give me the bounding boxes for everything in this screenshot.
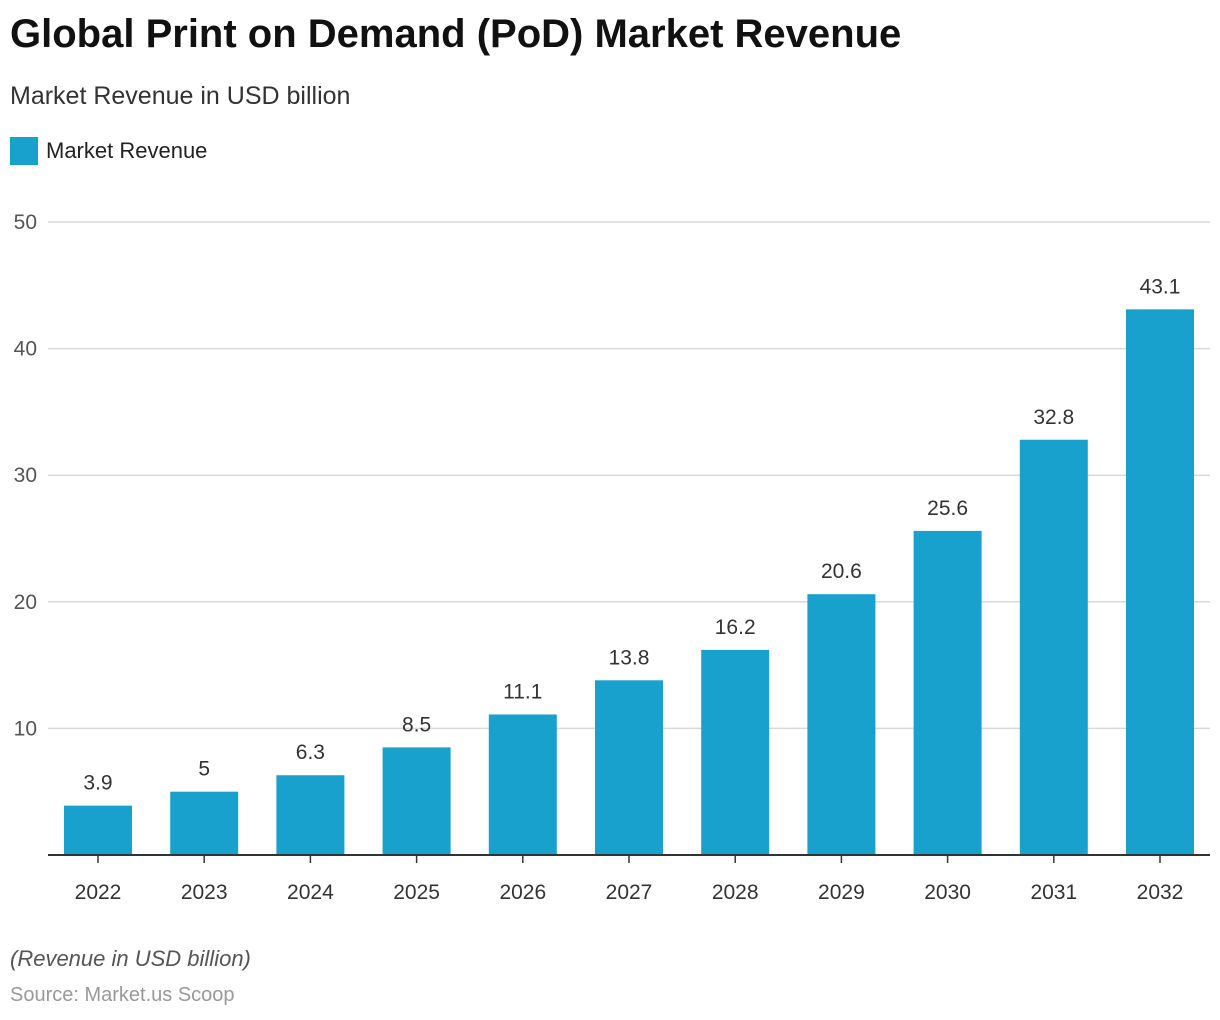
- legend-label: Market Revenue: [46, 138, 208, 163]
- legend: Market Revenue: [10, 137, 207, 165]
- bar: [1019, 439, 1088, 855]
- chart-subtitle: Market Revenue in USD billion: [10, 82, 351, 110]
- y-tick-label: 50: [14, 211, 37, 234]
- x-tick-label: 2023: [181, 881, 228, 904]
- data-label: 32.8: [1033, 406, 1074, 429]
- bar: [488, 714, 557, 855]
- x-tick-label: 2030: [924, 881, 971, 904]
- bar: [170, 791, 239, 855]
- footnote: (Revenue in USD billion): [10, 946, 251, 971]
- source: Source: Market.us Scoop: [10, 984, 235, 1006]
- chart-title: Global Print on Demand (PoD) Market Reve…: [10, 12, 902, 56]
- legend-swatch: [10, 137, 38, 165]
- data-label: 16.2: [715, 616, 756, 639]
- bar: [807, 594, 876, 855]
- y-tick-label: 20: [14, 591, 37, 614]
- bar: [595, 680, 663, 855]
- data-label: 3.9: [83, 772, 112, 795]
- x-tick-label: 2025: [393, 881, 440, 904]
- x-tick-label: 2027: [606, 881, 653, 904]
- data-label: 25.6: [927, 497, 968, 520]
- data-label: 11.1: [503, 680, 542, 703]
- bar: [276, 775, 345, 855]
- x-tick-label: 2024: [287, 881, 334, 904]
- x-tick-label: 2028: [712, 881, 759, 904]
- x-tick-label: 2026: [499, 881, 546, 904]
- data-label: 6.3: [296, 741, 325, 764]
- data-label: 13.8: [609, 646, 650, 669]
- x-tick-label: 2031: [1030, 881, 1077, 904]
- y-tick-label: 40: [14, 338, 37, 361]
- data-label: 8.5: [402, 713, 431, 736]
- bar: [382, 747, 451, 855]
- data-label: 20.6: [821, 560, 862, 583]
- x-tick-label: 2022: [75, 881, 122, 904]
- x-tick-label: 2032: [1137, 881, 1184, 904]
- bar: [701, 649, 770, 855]
- bar: [1126, 309, 1194, 855]
- data-label: 43.1: [1140, 275, 1181, 298]
- bar: [913, 530, 982, 855]
- x-tick-label: 2029: [818, 881, 865, 904]
- bar: [64, 805, 132, 855]
- data-label: 5: [198, 758, 210, 781]
- y-tick-label: 30: [14, 464, 37, 487]
- y-tick-label: 10: [14, 717, 37, 740]
